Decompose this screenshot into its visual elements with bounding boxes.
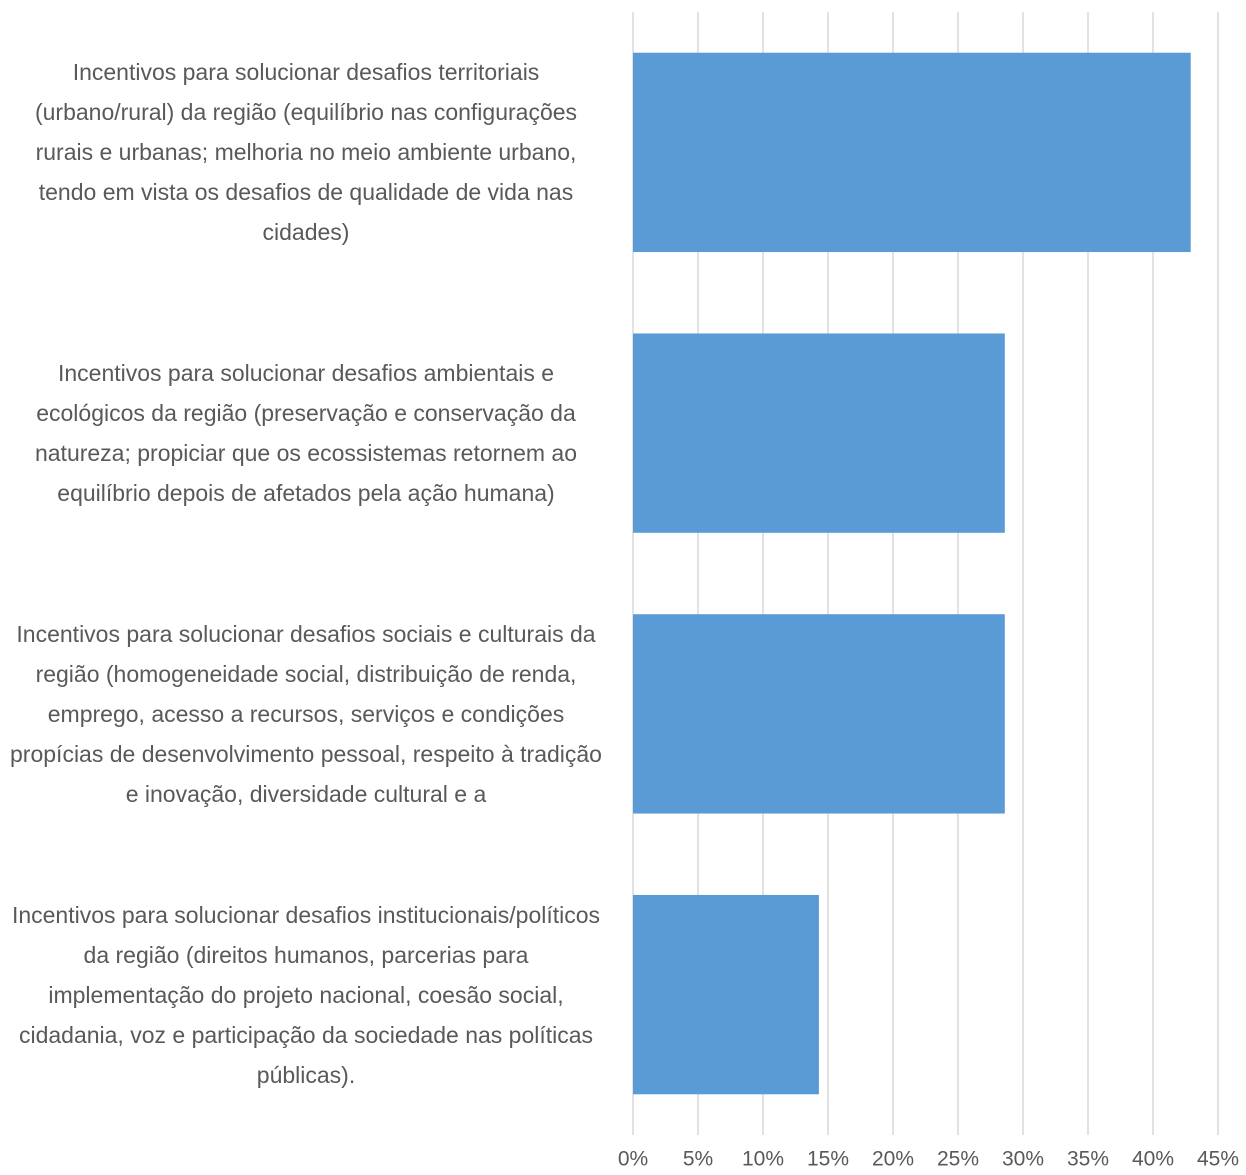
x-tick-label: 45% — [1197, 1148, 1239, 1171]
x-tick-label: 25% — [937, 1148, 979, 1171]
x-tick-label: 5% — [683, 1148, 713, 1171]
x-tick-label: 40% — [1132, 1148, 1174, 1171]
bar — [633, 52, 1191, 253]
x-tick-label: 15% — [807, 1148, 849, 1171]
y-tick-label: Incentivos para solucionar desafios terr… — [34, 59, 578, 246]
bar — [633, 333, 1005, 533]
x-tick-label: 0% — [618, 1148, 648, 1171]
x-tick-label: 10% — [742, 1148, 784, 1171]
y-tick-label: Incentivos para solucionar desafios soci… — [10, 620, 602, 807]
bar — [633, 614, 1005, 814]
x-tick-label: 30% — [1002, 1148, 1044, 1171]
x-tick-label: 35% — [1067, 1148, 1109, 1171]
y-tick-label: Incentivos para solucionar desafios ambi… — [34, 360, 578, 507]
x-tick-label: 20% — [872, 1148, 914, 1171]
y-tick-label: Incentivos para solucionar desafios inst… — [11, 901, 601, 1088]
bar — [633, 894, 819, 1095]
